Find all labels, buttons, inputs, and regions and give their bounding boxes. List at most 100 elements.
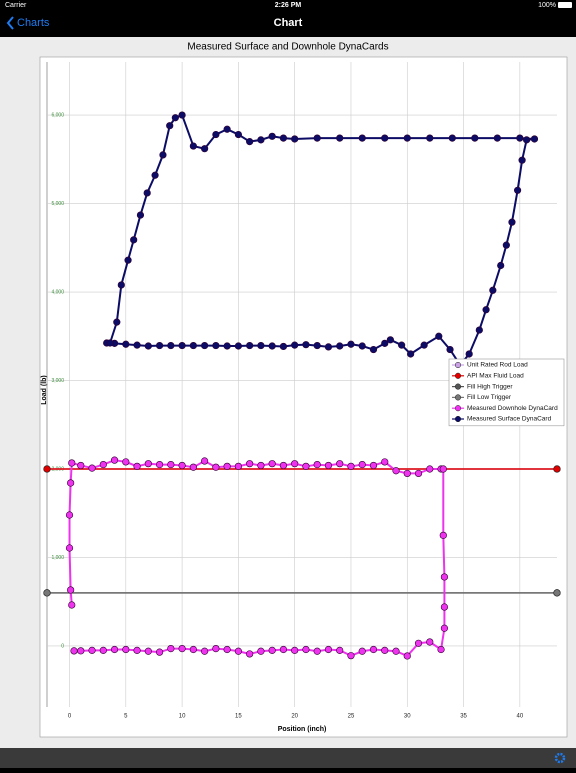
data-point <box>392 467 400 475</box>
settings-button[interactable] <box>554 752 566 764</box>
back-arrow[interactable] <box>6 16 14 30</box>
data-point <box>324 343 333 351</box>
carrier: Carrier <box>5 2 27 9</box>
data-point <box>268 460 276 468</box>
data-point <box>489 286 497 294</box>
data-point <box>279 645 288 654</box>
data-point <box>178 341 186 350</box>
data-point <box>358 134 366 142</box>
data-point <box>234 647 242 655</box>
data-point <box>234 342 242 350</box>
data-point <box>122 340 130 348</box>
data-point <box>223 125 231 133</box>
data-point <box>347 462 355 470</box>
data-point <box>68 601 76 609</box>
data-point <box>439 465 447 473</box>
y-tick-label: 1,000 <box>51 555 64 561</box>
data-point <box>144 647 152 655</box>
data-point <box>144 460 152 468</box>
data-point <box>155 648 164 656</box>
data-point <box>257 341 265 350</box>
data-point <box>117 281 125 289</box>
data-point <box>113 318 121 326</box>
data-point <box>347 652 355 660</box>
data-point <box>482 306 490 314</box>
data-point <box>88 646 96 654</box>
data-point <box>130 236 138 244</box>
data-point <box>122 458 130 466</box>
data-point <box>448 134 456 142</box>
data-point <box>133 646 141 654</box>
y-tick-label: 5,000 <box>51 201 64 207</box>
data-point <box>99 460 107 469</box>
data-point <box>553 589 561 597</box>
data-point <box>167 341 175 350</box>
data-point <box>386 336 394 344</box>
data-point <box>530 135 539 143</box>
data-point <box>201 457 209 465</box>
data-point <box>358 647 366 655</box>
bottom-toolbar <box>0 748 576 768</box>
back-button[interactable]: Charts <box>17 17 50 29</box>
x-tick-label: 15 <box>235 714 242 720</box>
data-point <box>414 469 423 478</box>
data-point <box>106 339 114 347</box>
data-point <box>167 645 175 653</box>
data-point <box>516 134 524 142</box>
data-point <box>381 458 389 466</box>
data-point <box>324 461 333 470</box>
data-point <box>110 645 119 654</box>
data-point <box>313 647 321 655</box>
data-point <box>291 341 299 349</box>
data-point <box>398 341 406 349</box>
legend-marker <box>454 361 462 369</box>
data-point <box>513 186 522 194</box>
data-point <box>189 645 197 654</box>
data-point <box>369 345 378 354</box>
data-point <box>381 339 389 347</box>
data-point <box>471 134 479 142</box>
data-point <box>268 342 276 350</box>
data-point <box>523 136 531 144</box>
data-point <box>212 645 220 653</box>
data-point <box>67 586 75 594</box>
legend-box <box>448 358 565 427</box>
legend-marker <box>454 372 462 379</box>
data-point <box>257 461 265 470</box>
x-tick-label: 0 <box>68 714 72 720</box>
data-point <box>43 465 51 473</box>
data-point <box>279 134 288 142</box>
data-point <box>201 341 209 350</box>
data-point <box>324 645 333 654</box>
data-point <box>358 342 366 350</box>
data-point <box>68 459 76 467</box>
legend-marker <box>454 415 462 423</box>
data-point <box>446 345 454 354</box>
data-point <box>426 465 434 473</box>
data-point <box>133 462 141 470</box>
x-tick-label: 35 <box>460 714 467 720</box>
series-line <box>106 113 535 367</box>
data-point <box>212 341 220 350</box>
data-point <box>302 645 310 654</box>
legend-label: Measured Downhole DynaCard <box>467 405 558 412</box>
data-point <box>133 341 141 349</box>
data-point <box>497 261 505 270</box>
data-point <box>313 134 321 142</box>
clock: 2:26 PM <box>275 2 302 9</box>
y-tick-label: 0 <box>61 643 64 649</box>
data-point <box>77 647 85 655</box>
data-point <box>313 460 321 469</box>
nav-title: Chart <box>274 17 303 29</box>
x-tick-label: 40 <box>517 714 524 720</box>
data-point <box>223 462 231 470</box>
data-point <box>88 464 96 472</box>
data-point <box>159 151 167 159</box>
data-point <box>414 639 423 647</box>
data-point <box>189 463 197 471</box>
y-axis-label: Load (lb) <box>41 375 48 405</box>
data-point <box>178 645 186 653</box>
data-point <box>291 460 299 468</box>
data-point <box>381 646 389 654</box>
data-point <box>403 134 411 142</box>
